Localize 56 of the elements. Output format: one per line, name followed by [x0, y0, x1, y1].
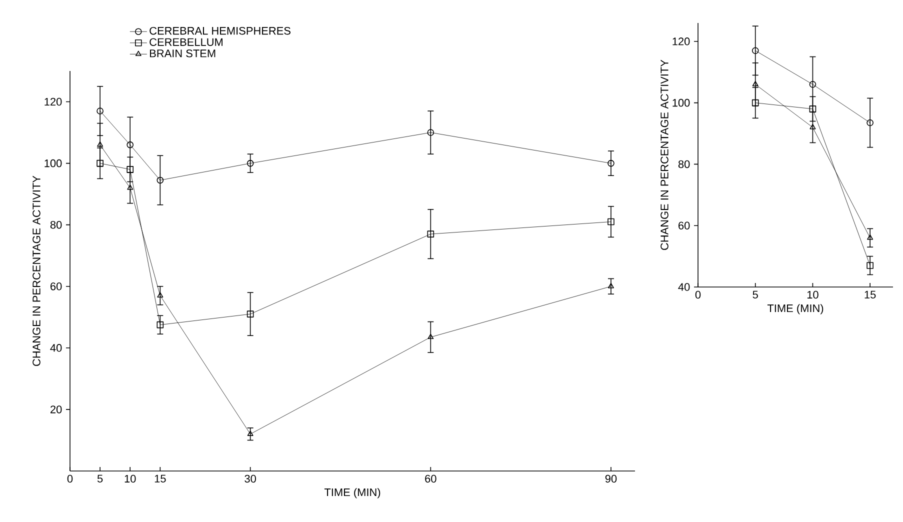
y-tick-label: 80	[50, 220, 62, 229]
y-tick-label: 80	[678, 160, 690, 168]
x-axis-title: TIME (MIN)	[324, 488, 380, 498]
point	[127, 184, 134, 190]
point	[866, 119, 874, 126]
y-tick-label: 40	[678, 283, 690, 291]
y-tick-label: 40	[50, 344, 62, 352]
point	[427, 230, 434, 238]
point	[246, 160, 254, 167]
point	[608, 282, 614, 288]
x-tick-label: 30	[244, 474, 256, 483]
point	[427, 129, 434, 136]
y-axis-title: CHANGE IN PERCENTAGE ACTIVITY	[660, 60, 668, 250]
point	[809, 80, 816, 88]
point	[246, 310, 254, 318]
point	[867, 234, 874, 240]
x-tick-label: 15	[154, 474, 166, 482]
legend-label: CEREBRAL HEMISPHERES	[150, 26, 290, 35]
point	[126, 166, 134, 173]
point	[608, 218, 614, 226]
point	[96, 108, 104, 114]
x-tick-label: 5	[752, 290, 758, 298]
x-tick-label: 15	[864, 290, 876, 298]
point	[752, 47, 759, 54]
x-tick-label: 10	[124, 474, 136, 483]
x-axis-title: TIME (MIN)	[767, 304, 824, 314]
point	[810, 124, 816, 130]
x-tick-label: 90	[605, 474, 617, 483]
point	[866, 262, 874, 269]
legend-label: BRAIN STEM	[150, 50, 216, 58]
point	[96, 160, 104, 167]
y-tick-label: 60	[678, 222, 690, 230]
legend-label: CEREBELLUM	[150, 38, 222, 46]
point	[156, 321, 164, 328]
x-tick-label: 10	[807, 290, 818, 299]
point	[809, 106, 816, 112]
y-tick-label: 100	[672, 98, 690, 107]
y-tick-label: 20	[50, 406, 62, 414]
point	[752, 80, 758, 86]
point	[156, 176, 164, 184]
x-tick-label: 60	[425, 474, 436, 483]
y-tick-label: 100	[44, 159, 62, 168]
point	[247, 430, 254, 436]
point	[608, 160, 614, 167]
y-tick-label: 60	[50, 282, 62, 290]
x-tick-label: 0	[67, 474, 73, 483]
x-tick-label: 0	[695, 290, 701, 299]
point	[157, 292, 164, 298]
point	[428, 334, 434, 340]
x-tick-label: 5	[97, 474, 103, 482]
point	[752, 99, 759, 106]
point	[126, 141, 134, 148]
y-tick-label: 120	[672, 38, 690, 46]
point	[97, 141, 104, 147]
y-axis-title: CHANGE IN PERCENTAGE ACTIVITY	[32, 176, 40, 366]
y-tick-label: 120	[44, 98, 62, 106]
